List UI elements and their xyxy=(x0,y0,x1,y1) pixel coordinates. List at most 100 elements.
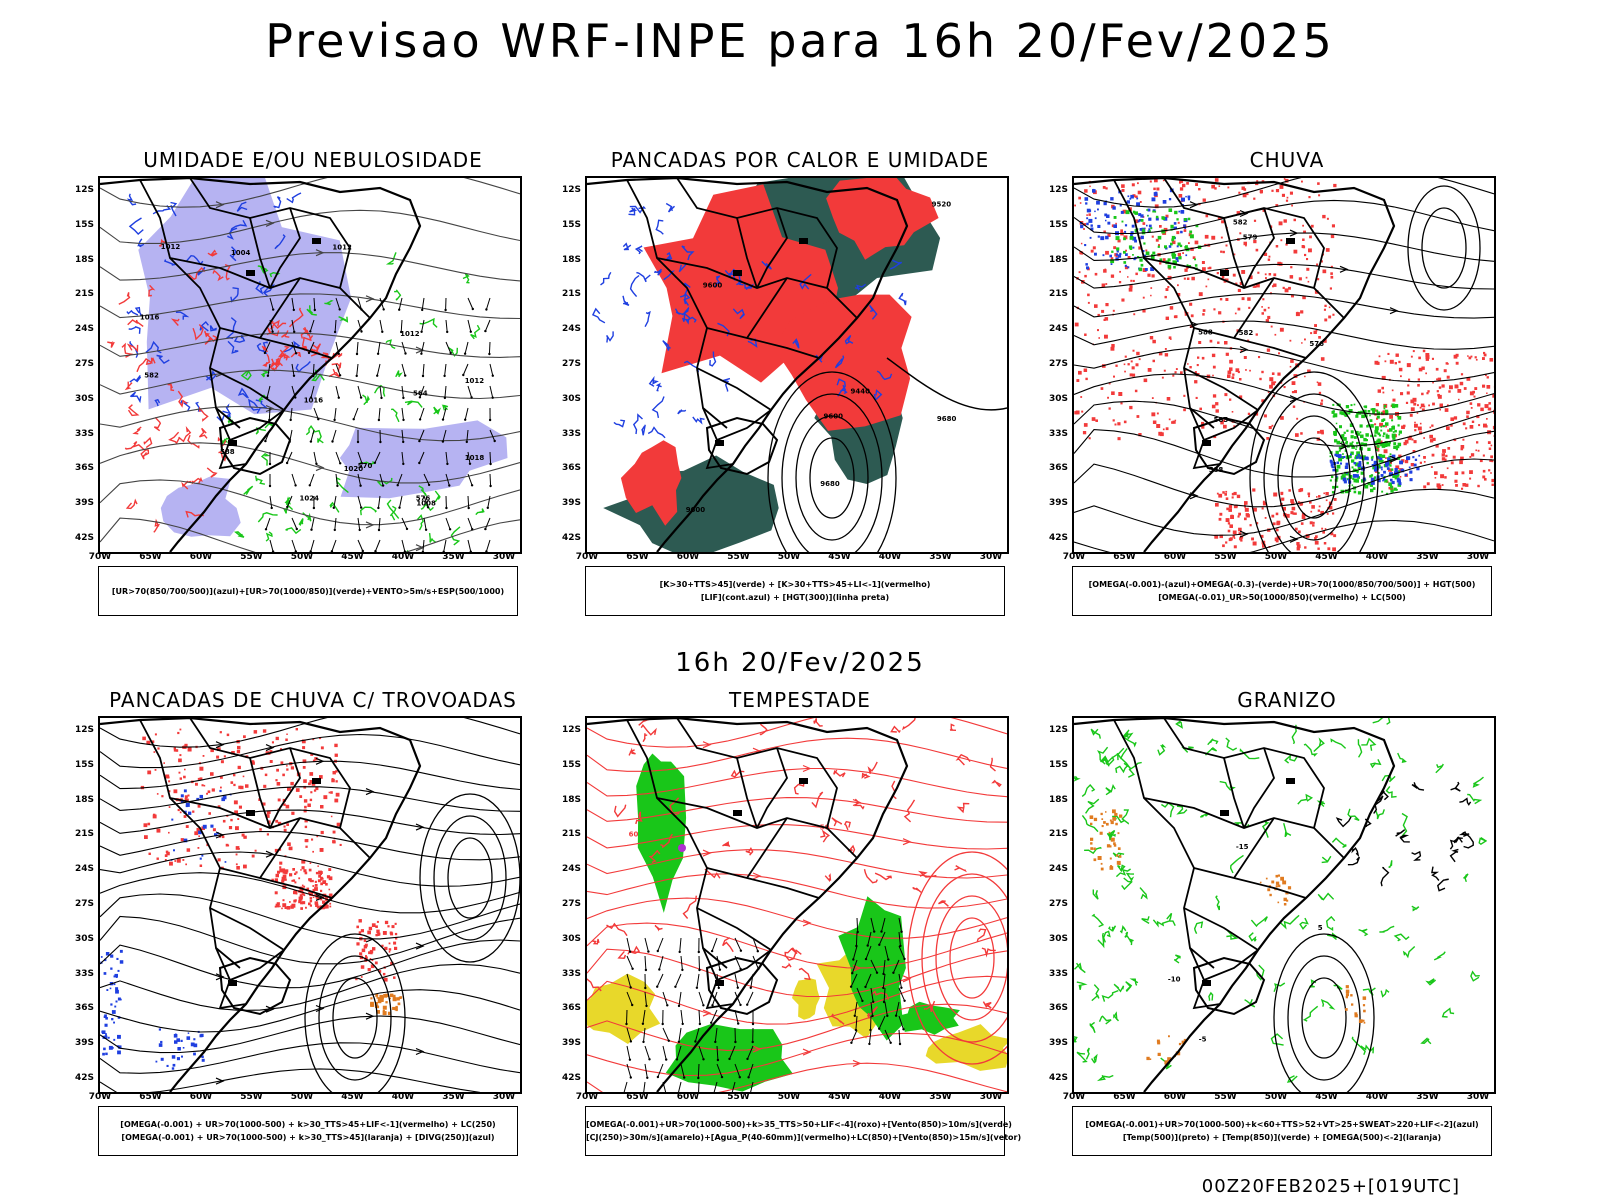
storm-area-red xyxy=(304,805,307,809)
wind-vector-head xyxy=(711,1004,714,1007)
wind-vector xyxy=(674,973,682,988)
lif-contour-blue xyxy=(622,242,632,251)
rain-area-red xyxy=(1169,306,1174,310)
rain-area-green xyxy=(1370,474,1374,477)
omega500-orange xyxy=(1097,856,1102,860)
storm-area-red xyxy=(286,906,291,910)
storm-area-red xyxy=(390,961,394,966)
rain-area-red xyxy=(1142,222,1146,225)
rain-area-red xyxy=(1460,373,1464,376)
rain-area-red xyxy=(1298,277,1302,281)
storm-area-red xyxy=(199,777,203,781)
wind-vector-head xyxy=(445,506,448,510)
longitude-tick-label: 35W xyxy=(442,552,465,562)
streamline-arrow xyxy=(315,464,325,472)
rain-area-red xyxy=(1108,382,1111,385)
temp850-contour-green xyxy=(1108,925,1117,933)
humidity-contour-green xyxy=(260,452,271,466)
rain-area-red xyxy=(1212,374,1214,377)
temp850-contour-green xyxy=(1108,832,1116,841)
thickness-contour-red xyxy=(158,238,167,247)
temp850-contour-green xyxy=(1357,739,1363,758)
storm-area-red xyxy=(285,738,288,741)
rain-area-green xyxy=(1385,492,1389,495)
rain-area-blue xyxy=(1332,466,1335,469)
rain-area-red xyxy=(1213,308,1216,311)
longitude-tick-label: 30W xyxy=(979,1092,1003,1102)
rain-area-blue xyxy=(1150,267,1155,271)
storm-area-red xyxy=(238,785,242,789)
storm-area-orange xyxy=(389,997,391,1000)
temp850-contour-green xyxy=(1351,1036,1366,1055)
rain-area-green xyxy=(1373,441,1378,446)
storm-area-red xyxy=(374,961,378,965)
storm-area-red xyxy=(267,810,271,814)
wind-vector-head xyxy=(352,418,355,421)
longitude-tick-label: 45W xyxy=(1315,552,1338,562)
storm-area-red xyxy=(271,741,274,744)
storm-area-red xyxy=(305,906,307,909)
omega500-orange xyxy=(1093,847,1096,850)
storm-area-red xyxy=(300,907,303,910)
rain-area-red xyxy=(1135,195,1138,198)
divergence-blue xyxy=(185,804,189,808)
rain-area-red xyxy=(1183,408,1186,412)
temp850-contour-green xyxy=(1115,868,1131,878)
omega500-orange xyxy=(1106,844,1111,848)
rain-area-blue xyxy=(1092,189,1096,193)
temp500-contour-black xyxy=(1463,831,1474,849)
rain-area-red xyxy=(1330,272,1333,275)
storm-area-red xyxy=(315,871,319,875)
rain-area-blue xyxy=(1086,222,1089,226)
temp850-contour-green xyxy=(1470,970,1480,982)
rain-area-green xyxy=(1329,479,1332,482)
wind-vector xyxy=(898,945,905,960)
rain-area-red xyxy=(1417,384,1420,387)
wind-vector xyxy=(883,987,886,1003)
wind-vector xyxy=(357,517,361,530)
storm-area-red xyxy=(217,747,221,751)
wind-vector xyxy=(379,319,383,332)
wind-vector xyxy=(626,955,634,970)
rain-area-red xyxy=(1486,385,1491,389)
omega500-orange xyxy=(1109,819,1112,822)
temp850-contour-green xyxy=(1208,991,1214,1001)
rain-area-red xyxy=(1231,419,1235,423)
contour-label: 579 xyxy=(1243,234,1258,242)
temp850-contour-green xyxy=(1463,873,1469,883)
pwater-contour-red xyxy=(981,947,996,958)
rain-area-red xyxy=(1232,373,1235,376)
rain-area-green xyxy=(1386,442,1391,447)
rain-area-blue xyxy=(1125,253,1128,256)
pwater-contour-red xyxy=(954,865,967,873)
rain-area-red xyxy=(1101,309,1105,313)
storm-area-orange xyxy=(376,1005,380,1009)
map-frame: -15 -10 5 -5 xyxy=(1072,716,1496,1094)
rain-area-red xyxy=(1388,487,1391,490)
rain-area-red xyxy=(1275,204,1279,207)
storm-area-red xyxy=(197,804,201,808)
longitude-tick-label: 70W xyxy=(1062,552,1086,562)
wind-vector-head xyxy=(449,351,452,355)
latitude-tick-label: 36S xyxy=(74,463,94,474)
wind-vector xyxy=(881,917,886,932)
storm-area-red xyxy=(309,899,313,903)
rain-area-blue xyxy=(1397,477,1400,480)
storm-area-red xyxy=(251,854,255,858)
rain-area-green xyxy=(1392,431,1395,433)
temp850-contour-green xyxy=(1092,889,1099,900)
wind-vector xyxy=(264,341,271,354)
contour-label: 576 xyxy=(1309,340,1324,348)
longitude-tick-label: 60W xyxy=(1163,1092,1187,1102)
rain-area-red xyxy=(1390,470,1393,472)
storm-area-red xyxy=(329,902,332,905)
wind-vector-head xyxy=(894,1014,898,1017)
rain-area-red xyxy=(1197,356,1200,359)
rain-area-green xyxy=(1178,256,1182,260)
rain-area-green xyxy=(1351,445,1355,449)
streamline-arrow xyxy=(1339,442,1349,450)
streamline xyxy=(100,252,520,282)
rain-area-red xyxy=(1330,532,1334,536)
rain-area-red xyxy=(1284,288,1289,293)
rain-area-red xyxy=(1132,373,1136,377)
